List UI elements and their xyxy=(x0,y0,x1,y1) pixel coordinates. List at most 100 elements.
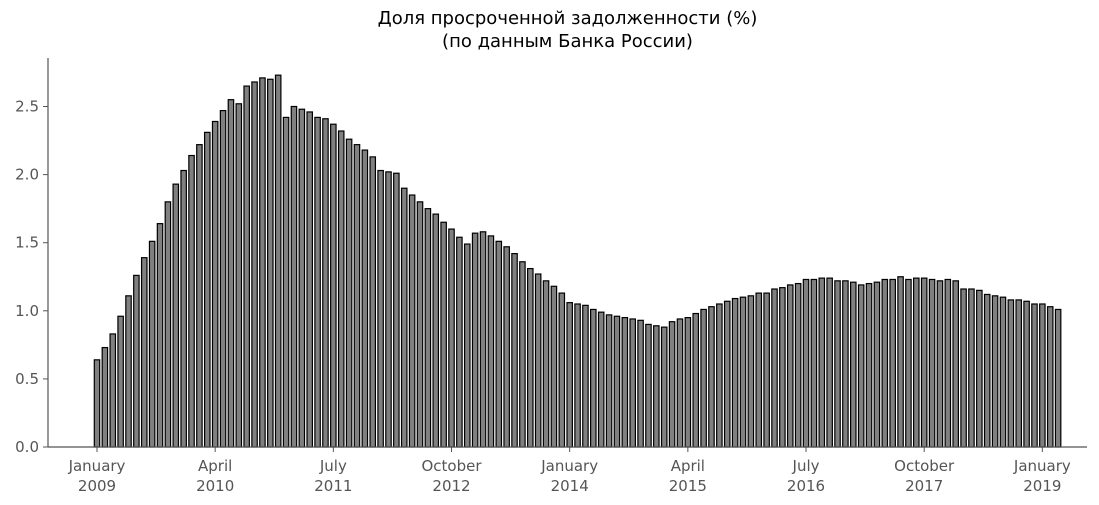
bar xyxy=(558,292,566,448)
bar xyxy=(345,138,353,448)
bar xyxy=(219,109,227,448)
bar xyxy=(526,267,534,448)
bar xyxy=(660,326,668,448)
bar xyxy=(353,144,361,448)
bar xyxy=(865,282,873,448)
x-tick-label-year: 2019 xyxy=(1023,477,1061,495)
bar xyxy=(1046,306,1054,448)
bar xyxy=(251,81,258,448)
bar xyxy=(873,281,881,448)
bar xyxy=(448,228,455,448)
bar xyxy=(140,257,148,448)
bar xyxy=(188,154,195,448)
bar xyxy=(944,278,952,448)
bar xyxy=(786,284,794,448)
bar xyxy=(416,201,424,448)
bar xyxy=(999,296,1007,448)
x-tick-label-month: July xyxy=(792,457,820,475)
bar xyxy=(479,231,487,448)
bar xyxy=(810,278,818,448)
x-tick-label-month: January xyxy=(68,457,126,475)
bars-group xyxy=(93,74,1062,448)
bar xyxy=(794,282,802,448)
bar xyxy=(337,130,345,448)
bar xyxy=(834,280,841,448)
y-tick-label: 2.5 xyxy=(15,98,39,116)
bar xyxy=(148,240,156,448)
bar xyxy=(747,295,755,448)
bar xyxy=(1031,303,1038,448)
bar xyxy=(164,201,172,448)
bar xyxy=(574,303,581,448)
bar xyxy=(133,274,140,448)
x-tick-label-year: 2012 xyxy=(432,477,470,495)
bar xyxy=(991,295,999,448)
bar xyxy=(227,99,235,448)
bar xyxy=(101,346,109,448)
bar xyxy=(590,308,597,448)
bar xyxy=(700,308,707,448)
bar xyxy=(519,261,526,448)
chart-subtitle: (по данным Банка России) xyxy=(442,31,693,52)
bar xyxy=(928,278,936,448)
bar xyxy=(637,319,644,448)
bar xyxy=(983,293,991,448)
bar xyxy=(597,311,605,448)
bar xyxy=(125,295,132,448)
bar xyxy=(582,304,589,448)
bar xyxy=(369,156,377,448)
bar xyxy=(172,183,180,448)
x-tick-label-year: 2011 xyxy=(314,477,352,495)
bar xyxy=(330,123,337,448)
bar xyxy=(282,116,290,448)
bar xyxy=(322,118,329,448)
bar xyxy=(306,111,314,448)
bar xyxy=(235,103,243,448)
x-tick-label-year: 2009 xyxy=(78,477,116,495)
bar xyxy=(913,277,920,448)
bar xyxy=(739,296,747,448)
bar xyxy=(542,280,550,448)
bar xyxy=(857,284,865,448)
x-tick-label-year: 2016 xyxy=(787,477,825,495)
bar xyxy=(826,277,833,448)
bar xyxy=(692,312,700,448)
bar xyxy=(621,317,629,448)
bar xyxy=(708,306,715,448)
bar xyxy=(684,317,692,448)
bar xyxy=(613,315,621,448)
bar xyxy=(203,131,211,448)
bar xyxy=(377,169,384,448)
x-tick-label-month: January xyxy=(1013,457,1071,475)
bar xyxy=(495,240,503,448)
bar xyxy=(905,278,912,448)
bar xyxy=(211,120,219,448)
bar xyxy=(960,288,967,448)
bar xyxy=(629,318,637,448)
bar xyxy=(511,253,518,448)
bar xyxy=(755,292,763,448)
bar xyxy=(487,235,495,448)
bar xyxy=(290,105,298,448)
bar xyxy=(1054,308,1062,448)
bar xyxy=(731,297,739,448)
bar xyxy=(645,323,652,448)
x-tick-label-month: October xyxy=(894,457,955,475)
bar xyxy=(566,302,573,448)
x-tick-label-month: January xyxy=(540,457,598,475)
bar xyxy=(424,208,432,448)
bar xyxy=(117,315,124,448)
bar xyxy=(180,169,187,448)
chart-title: Доля просроченной задолженности (%) xyxy=(377,8,758,29)
bar xyxy=(298,108,306,448)
bar xyxy=(920,277,928,448)
bar xyxy=(676,318,684,448)
bar xyxy=(605,314,613,448)
bar xyxy=(440,221,447,448)
axes-group: 0.0 0.5 1.0 1.5 2.0 2.5 January 2009 April 2010 Ju… xyxy=(15,58,1087,495)
x-tick-label-month: October xyxy=(421,457,482,475)
bar xyxy=(361,149,369,448)
bar xyxy=(763,292,770,448)
bar xyxy=(881,278,889,448)
x-tick-label-year: 2014 xyxy=(551,477,589,495)
